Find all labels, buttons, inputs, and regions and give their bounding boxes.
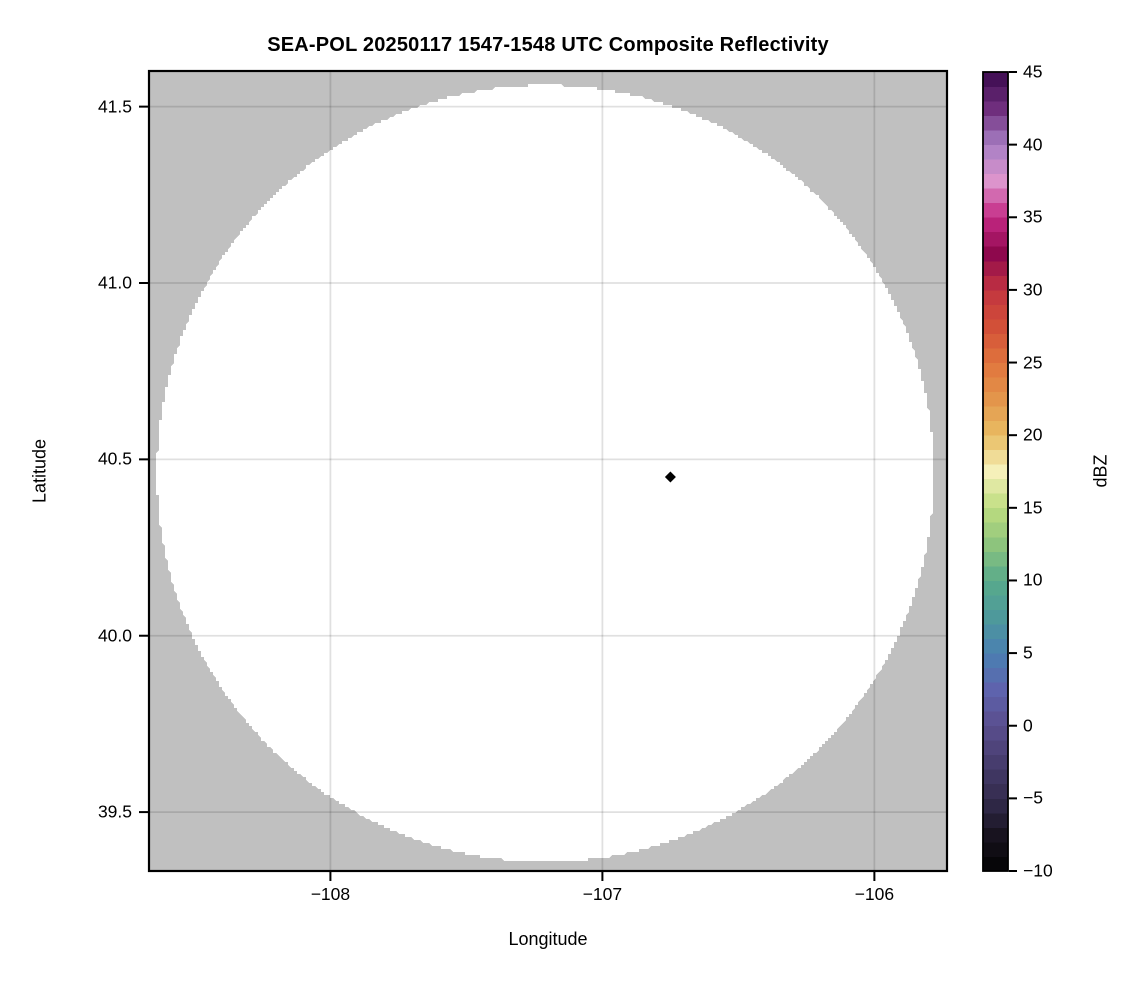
colorbar-segment [983, 507, 1008, 523]
colorbar-segment [983, 536, 1008, 552]
colorbar-segment [983, 377, 1008, 392]
y-tick-label: 39.5 [97, 801, 132, 822]
colorbar-segment [983, 275, 1008, 291]
colorbar-tick-label: 45 [1023, 61, 1043, 82]
x-tick-label: −108 [310, 884, 351, 904]
colorbar-segment [983, 449, 1008, 465]
colorbar-segment [983, 231, 1008, 247]
colorbar-segment [983, 391, 1008, 407]
colorbar-segment [983, 101, 1008, 116]
colorbar-segment [983, 435, 1008, 451]
colorbar-segment [983, 217, 1008, 233]
colorbar-tick-label: 0 [1023, 714, 1033, 735]
colorbar-segment [983, 406, 1008, 422]
colorbar-segment [983, 86, 1008, 102]
colorbar-segment [983, 522, 1008, 538]
colorbar-segment [983, 289, 1008, 305]
colorbar-segment [983, 754, 1008, 770]
colorbar-tick-label: 15 [1023, 497, 1043, 518]
colorbar-segment [983, 362, 1008, 378]
colorbar-segment [983, 594, 1008, 610]
colorbar-tick-label: 30 [1023, 279, 1043, 300]
colorbar-segment [983, 812, 1008, 828]
x-axis-label: Longitude [508, 929, 588, 949]
colorbar-segment [983, 333, 1008, 349]
colorbar-segment [983, 478, 1008, 494]
colorbar-segment [983, 682, 1008, 698]
colorbar-segment [983, 725, 1008, 741]
colorbar-segment [983, 72, 1008, 87]
colorbar-segment [983, 783, 1008, 799]
colorbar-segment [983, 202, 1008, 218]
colorbar-segment [983, 740, 1008, 756]
colorbar-tick-label: 5 [1023, 642, 1033, 663]
chart-title: SEA-POL 20250117 1547-1548 UTC Composite… [267, 34, 829, 56]
x-tick-label: −106 [854, 884, 895, 904]
colorbar-segment [983, 246, 1008, 262]
radar-coverage-area [156, 84, 933, 861]
colorbar-segment [983, 653, 1008, 669]
colorbar-segment [983, 696, 1008, 712]
gridlines [149, 71, 947, 871]
colorbar-segment [983, 624, 1008, 639]
y-axis-label: Latitude [29, 438, 50, 504]
colorbar-tick-label: −5 [1023, 787, 1043, 808]
colorbar-segment [983, 667, 1008, 683]
y-tick-label: 41.0 [97, 272, 132, 293]
colorbar-segment [983, 188, 1008, 204]
colorbar-segment [983, 173, 1008, 189]
colorbar-label: dBZ [1090, 454, 1111, 488]
colorbar-segment [983, 260, 1008, 276]
colorbar-segment [983, 318, 1008, 334]
colorbar-segment [983, 609, 1008, 625]
colorbar-segment [983, 638, 1008, 654]
x-tick-label: −107 [582, 884, 623, 904]
colorbar-segment [983, 798, 1008, 814]
colorbar-tick-label: 40 [1023, 133, 1043, 154]
colorbar [982, 71, 1017, 872]
y-tick-label: 40.0 [97, 624, 132, 645]
colorbar-segment [983, 304, 1008, 320]
colorbar-segment [983, 551, 1008, 567]
colorbar-segment [983, 130, 1008, 146]
colorbar-segment [983, 348, 1008, 363]
colorbar-tick-label: 25 [1023, 351, 1043, 372]
colorbar-segment [983, 159, 1008, 175]
colorbar-segment [983, 580, 1008, 596]
colorbar-segment [983, 841, 1008, 857]
colorbar-segment [983, 420, 1008, 436]
colorbar-segment [983, 464, 1008, 480]
y-tick-label: 41.5 [97, 95, 132, 116]
site-marker [664, 471, 676, 483]
colorbar-segment [983, 856, 1008, 872]
colorbar-segment [983, 493, 1008, 509]
colorbar-segment [983, 565, 1008, 581]
colorbar-tick-label: 20 [1023, 424, 1043, 445]
y-tick-label: 40.5 [97, 448, 132, 469]
colorbar-segment [983, 769, 1008, 785]
plot-border [147, 69, 949, 873]
colorbar-segment [983, 711, 1008, 727]
colorbar-segment [983, 144, 1008, 160]
colorbar-tick-label: 10 [1023, 569, 1043, 590]
colorbar-segment [983, 115, 1008, 131]
colorbar-tick-label: 35 [1023, 206, 1043, 227]
colorbar-segment [983, 827, 1008, 843]
axis-ticks [139, 105, 876, 881]
colorbar-border [982, 71, 1009, 872]
colorbar-tick-label: −10 [1023, 860, 1053, 881]
